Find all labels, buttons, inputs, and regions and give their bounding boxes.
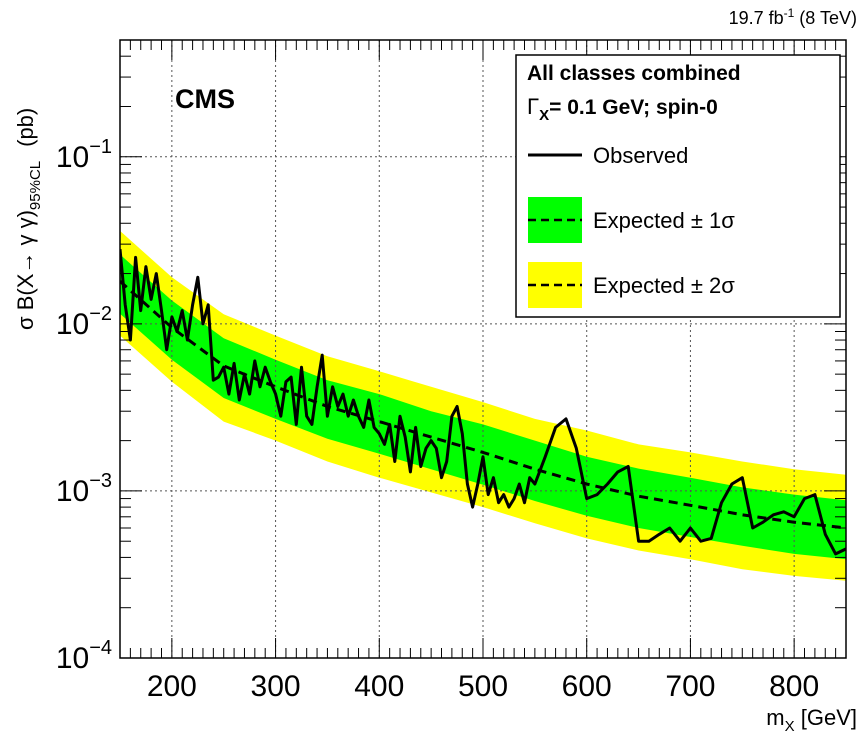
y-tick-label: 10−3 [56, 470, 112, 508]
legend-2sigma-label: Expected ± 2σ [593, 273, 735, 298]
axis-labels: 200 300 400 500 600 700 800 10−1 10−2 10−3 10−4 [56, 136, 819, 703]
x-axis-title: mX [GeV] [766, 705, 857, 735]
x-tick-label-800: 800 [769, 670, 819, 703]
limit-curves [120, 248, 846, 556]
x-tick-label-300: 300 [251, 670, 301, 703]
y-axis-title: σ B(X→ γ γ)95%CL(pb) [13, 108, 44, 330]
legend: All classes combined ΓX= 0.1 GeV; spin-0 O… [515, 54, 841, 318]
legend-header-1: All classes combined [527, 62, 741, 85]
x-tick-label-500: 500 [458, 670, 508, 703]
y-tick-label: 10−4 [56, 637, 112, 675]
legend-observed-label: Observed [593, 143, 688, 168]
x-tick-label-600: 600 [562, 670, 612, 703]
observed-line [120, 248, 846, 556]
x-tick-label-200: 200 [147, 670, 197, 703]
y-tick-label: 10−1 [56, 136, 112, 174]
experiment-label: CMS [175, 84, 235, 114]
legend-1sigma-label: Expected ± 1σ [593, 208, 735, 233]
x-tick-label-700: 700 [665, 670, 715, 703]
luminosity-label: 19.7 fb-1 (8 TeV) [729, 6, 857, 28]
legend-header-2: ΓX= 0.1 GeV; spin-0 [527, 94, 718, 124]
x-tick-label-400: 400 [354, 670, 404, 703]
axis-ticks [119, 39, 847, 659]
expected-median-line [120, 280, 846, 530]
y-tick-label: 10−2 [56, 303, 112, 341]
band-1sigma [120, 254, 846, 560]
